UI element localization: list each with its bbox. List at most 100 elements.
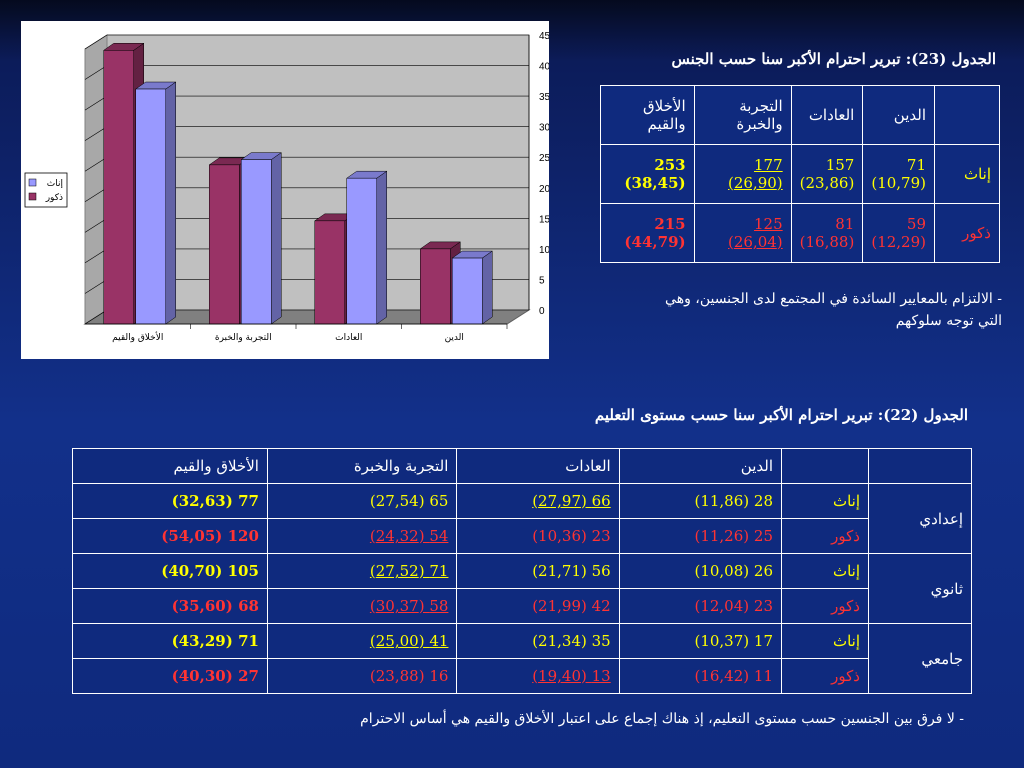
table22-cell: 71 (43,29) — [72, 623, 268, 659]
table22-header: الأخلاق والقيم — [72, 448, 268, 484]
table22-cell: 26 (10,08) — [618, 553, 783, 589]
table22-cell: 23 (10,36) — [456, 518, 620, 554]
table22-level: جامعي — [868, 623, 972, 694]
table22-header: التجربة والخبرة — [266, 448, 458, 484]
table22-sex: ذكور — [781, 658, 869, 694]
legend-box — [24, 172, 68, 208]
table22-cell: 35 (21,34) — [456, 623, 620, 659]
bar-side — [482, 250, 493, 325]
y-tick-label: 30 — [539, 123, 549, 134]
x-tick-label: العادات — [335, 333, 362, 343]
table23-header: التجربة والخبرة — [693, 85, 792, 145]
gridline-side — [84, 156, 108, 172]
table23-cell: 177 (26,90) — [693, 144, 792, 204]
y-tick-label: 0 — [539, 306, 545, 317]
table22-corner — [868, 448, 972, 484]
table22-sex: ذكور — [781, 588, 869, 624]
table22: الدين العادات التجربة والخبرة الأخلاق وا… — [72, 448, 972, 694]
bar — [452, 257, 483, 325]
table23-note: - الالتزام بالمعايير السائدة في المجتمع … — [612, 288, 1002, 332]
table22-header-row: الدين العادات التجربة والخبرة الأخلاق وا… — [72, 448, 972, 484]
bar — [103, 50, 134, 325]
legend-swatch — [28, 178, 37, 187]
bar-side — [271, 152, 282, 325]
table22-row: ذكور 23 (12,04) 42 (21,99) 58 (30,37) 68… — [72, 588, 972, 624]
table23-cell: 215 (44,79) — [600, 203, 695, 263]
bar — [420, 248, 451, 325]
y-tick-label: 15 — [539, 214, 549, 225]
y-tick-label: 20 — [539, 184, 549, 195]
table22-level: إعدادي — [868, 483, 972, 554]
table22-sex: إناث — [781, 483, 869, 519]
note-line: - الالتزام بالمعايير السائدة في المجتمع … — [665, 291, 1002, 307]
x-tick-label: التجربة والخبرة — [215, 333, 272, 343]
table22-cell: 77 (32,63) — [72, 483, 268, 519]
table22-row: إعدادي إناث 28 (11,86) 66 (27,97) 65 (27… — [72, 483, 972, 554]
table23-title: الجدول (23): تبرير احترام الأكبر سنا حسب… — [671, 50, 996, 68]
table22-cell: 16 (23,88) — [266, 658, 458, 694]
table22-cell: 71 (27,52) — [266, 553, 458, 589]
table22-cell: 42 (21,99) — [456, 588, 620, 624]
bar-side — [376, 170, 387, 325]
bar — [314, 220, 345, 325]
y-tick-label: 45 — [539, 31, 549, 42]
gridline-side — [84, 126, 108, 141]
table22-cell: 41 (25,00) — [266, 623, 458, 659]
table22-cell: 28 (11,86) — [618, 483, 783, 519]
table23-row-label: إناث — [934, 144, 1000, 204]
table22-note: - لا فرق بين الجنسين حسب مستوى التعليم، … — [360, 711, 964, 727]
table22-row: ذكور 25 (11,26) 23 (10,36) 54 (24,32) 12… — [72, 518, 972, 554]
y-tick-label: 40 — [539, 62, 549, 73]
table22-cell: 105 (40,70) — [72, 553, 268, 589]
gridline-side — [84, 279, 108, 294]
table23-corner — [934, 85, 1000, 145]
table23-row-female: إناث 71 (10,79) 157 (23,86) 177 (26,90) 253… — [600, 144, 1000, 204]
bar — [135, 88, 166, 325]
table22-cell: 13 (19,40) — [456, 658, 620, 694]
chart-svg: 0 5 10 15 20 25 30 35 40 45 الأخلاق والقيم التجربة … — [24, 31, 549, 343]
table22-cell: 66 (27,97) — [456, 483, 620, 519]
gridline-side — [84, 65, 108, 80]
table22-title: الجدول (22): تبرير احترام الأكبر سنا حسب… — [594, 406, 968, 424]
table22-cell: 17 (10,37) — [618, 623, 783, 659]
table22-cell: 11 (16,42) — [618, 658, 783, 694]
table23-cell: 81 (16,88) — [790, 203, 864, 263]
table23-cell: 71 (10,79) — [862, 144, 935, 204]
table23: الدين العادات التجربة والخبرة الأخلاق وا… — [600, 85, 1000, 263]
gridline-side — [84, 187, 108, 203]
legend-label: إناث — [47, 179, 63, 189]
bar-chart: 0 5 10 15 20 25 30 35 40 45 الأخلاق والقيم التجربة … — [21, 21, 549, 359]
y-tick-label: 10 — [539, 245, 549, 256]
table23-row-label: ذكور — [934, 203, 1000, 263]
bar-side — [165, 81, 176, 325]
gridline-side — [84, 95, 108, 111]
bar — [209, 164, 240, 325]
table23-header: العادات — [790, 85, 864, 145]
table23-cell: 253 (38,45) — [600, 144, 695, 204]
table22-cell: 120 (54,05) — [72, 518, 268, 554]
table22-cell: 65 (27,54) — [266, 483, 458, 519]
table22-corner — [781, 448, 869, 484]
gridline-side — [84, 34, 108, 50]
y-tick-label: 35 — [539, 92, 549, 103]
legend-label: ذكور — [45, 193, 63, 203]
table22-cell: 68 (35,60) — [72, 588, 268, 624]
table22-header: الدين — [618, 448, 783, 484]
table22-sex: إناث — [781, 553, 869, 589]
x-tick-label: الدين — [445, 333, 464, 343]
table23-cell: 59 (12,29) — [862, 203, 935, 263]
bar — [346, 177, 377, 325]
table23-cell: 157 (23,86) — [790, 144, 864, 204]
gridline-side — [84, 309, 108, 325]
table22-header: العادات — [456, 448, 620, 484]
note-line: التي توجه سلوكهم — [895, 313, 1002, 329]
table22-row: جامعي إناث 17 (10,37) 35 (21,34) 41 (25,… — [72, 623, 972, 694]
x-tick-label: الأخلاق والقيم — [112, 331, 163, 343]
table22-cell: 58 (30,37) — [266, 588, 458, 624]
y-tick-label: 25 — [539, 153, 549, 164]
bar — [241, 159, 272, 325]
y-tick-label: 5 — [539, 275, 545, 286]
table22-level: ثانوي — [868, 553, 972, 624]
table22-cell: 54 (24,32) — [266, 518, 458, 554]
table23-header: الأخلاق والقيم — [600, 85, 695, 145]
